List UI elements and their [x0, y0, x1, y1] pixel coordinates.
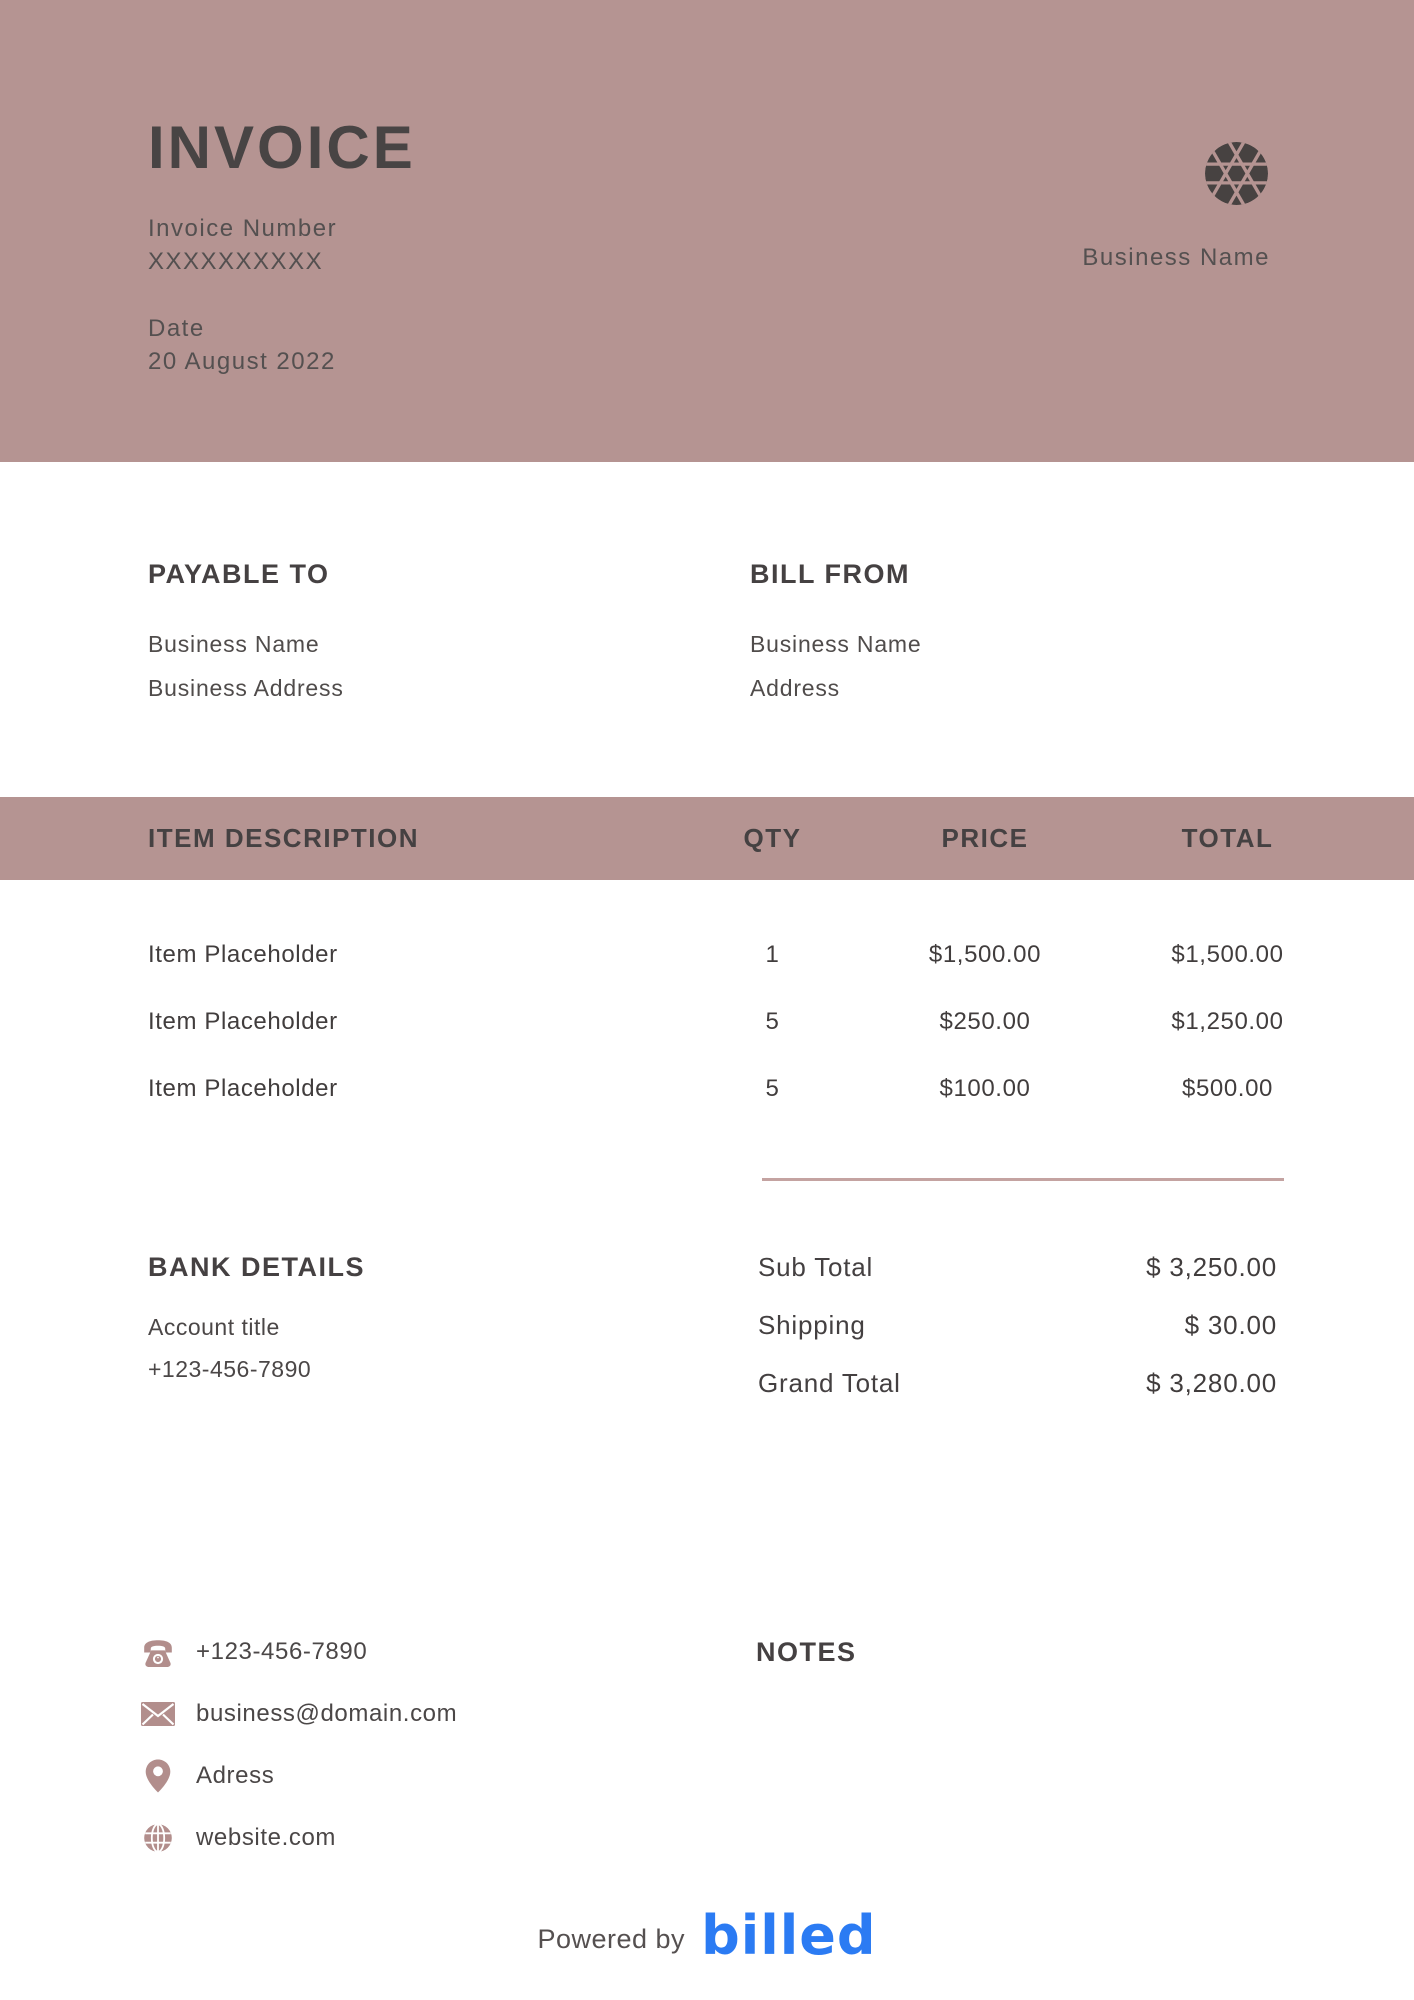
bank-details-lines: Account title +123-456-7890 [148, 1306, 758, 1390]
contact-email-row: business@domain.com [140, 1683, 756, 1745]
aperture-icon [1205, 142, 1268, 205]
location-icon [140, 1759, 176, 1793]
contact-list: +123-456-7890 business@domain.com [140, 1621, 756, 1869]
billed-logo[interactable]: billed [701, 1904, 877, 1967]
bill-from-block: BILL FROM Business Name Address [750, 558, 1282, 710]
item-price: $100.00 [939, 1074, 1031, 1102]
item-description: Item Placeholder [148, 1074, 338, 1102]
payable-to-lines: Business Name Business Address [148, 622, 750, 710]
date-label: Date [148, 315, 205, 342]
payable-to-address: Business Address [148, 675, 344, 701]
bill-from-heading: BILL FROM [750, 559, 910, 589]
item-price: $1,500.00 [928, 940, 1042, 968]
phone-icon [140, 1637, 176, 1668]
table-row: Item Placeholder 5 $250.00 $1,250.00 [0, 988, 1414, 1055]
totals-block: Sub Total $ 3,250.00 Shipping $ 30.00 Gr… [758, 1238, 1277, 1412]
contact-address: Adress [196, 1762, 275, 1789]
invoice-date-block: Date 20 August 2022 [148, 312, 416, 378]
bill-from-name: Business Name [750, 631, 922, 657]
bill-from-address: Address [750, 675, 840, 701]
contact-phone: +123-456-7890 [196, 1638, 368, 1665]
contact-website-row: website.com [140, 1807, 756, 1869]
payable-to-heading: PAYABLE TO [148, 559, 330, 589]
header-left: INVOICE Invoice Number XXXXXXXXXX Date 2… [148, 118, 416, 462]
invoice-number-label: Invoice Number [148, 215, 338, 242]
col-total: TOTAL [1181, 823, 1274, 853]
bank-details-heading: BANK DETAILS [148, 1252, 365, 1282]
bank-account-title: Account title [148, 1314, 280, 1340]
shipping-row: Shipping $ 30.00 [758, 1296, 1277, 1354]
grand-total-value: $ 3,280.00 [1146, 1367, 1277, 1398]
col-price: PRICE [941, 823, 1029, 853]
bank-account-number: +123-456-7890 [148, 1356, 312, 1382]
invoice-number-block: Invoice Number XXXXXXXXXX [148, 212, 416, 278]
page-title: INVOICE [148, 114, 416, 181]
item-qty: 1 [765, 940, 780, 968]
subtotal-label: Sub Total [758, 1251, 874, 1282]
parties-section: PAYABLE TO Business Name Business Addres… [148, 558, 1282, 710]
footer: Powered by billed [0, 1904, 1414, 1971]
notes-block: NOTES [756, 1621, 1277, 1869]
payable-to-name: Business Name [148, 631, 320, 657]
shipping-label: Shipping [758, 1309, 866, 1340]
items-table-header: ITEM DESCRIPTION QTY PRICE TOTAL [0, 797, 1414, 880]
invoice-header: INVOICE Invoice Number XXXXXXXXXX Date 2… [0, 0, 1414, 462]
grand-total-label: Grand Total [758, 1367, 901, 1398]
item-total: $1,250.00 [1171, 1007, 1284, 1035]
contact-phone-row: +123-456-7890 [140, 1621, 756, 1683]
notes-heading: NOTES [756, 1637, 857, 1667]
col-qty: QTY [743, 823, 802, 853]
bill-from-lines: Business Name Address [750, 622, 1282, 710]
col-item-description: ITEM DESCRIPTION [148, 823, 420, 853]
header-right: Business Name [1082, 118, 1270, 462]
invoice-number-value: XXXXXXXXXX [148, 248, 324, 275]
item-qty: 5 [765, 1074, 780, 1102]
totals-divider [762, 1178, 1284, 1181]
contact-website[interactable]: website.com [196, 1824, 336, 1851]
email-icon [140, 1702, 176, 1726]
grand-total-row: Grand Total $ 3,280.00 [758, 1354, 1277, 1412]
contact-address-row: Adress [140, 1745, 756, 1807]
table-row: Item Placeholder 1 $1,500.00 $1,500.00 [0, 921, 1414, 988]
contact-email[interactable]: business@domain.com [196, 1700, 458, 1727]
table-row: Item Placeholder 5 $100.00 $500.00 [0, 1055, 1414, 1122]
items-table-body: Item Placeholder 1 $1,500.00 $1,500.00 I… [0, 921, 1414, 1122]
totals-section: BANK DETAILS Account title +123-456-7890… [148, 1238, 1277, 1412]
item-total: $500.00 [1182, 1074, 1273, 1102]
item-price: $250.00 [939, 1007, 1031, 1035]
contact-section: +123-456-7890 business@domain.com [140, 1621, 1277, 1869]
item-description: Item Placeholder [148, 1007, 338, 1035]
shipping-value: $ 30.00 [1184, 1309, 1277, 1340]
date-value: 20 August 2022 [148, 348, 336, 375]
item-qty: 5 [765, 1007, 780, 1035]
bank-details-block: BANK DETAILS Account title +123-456-7890 [148, 1238, 758, 1412]
payable-to-block: PAYABLE TO Business Name Business Addres… [148, 558, 750, 710]
subtotal-row: Sub Total $ 3,250.00 [758, 1238, 1277, 1296]
subtotal-value: $ 3,250.00 [1146, 1251, 1277, 1282]
globe-icon [140, 1823, 176, 1853]
item-description: Item Placeholder [148, 940, 338, 968]
powered-by-text: Powered by [537, 1924, 686, 1954]
header-business-name: Business Name [1082, 244, 1270, 271]
item-total: $1,500.00 [1171, 940, 1284, 968]
